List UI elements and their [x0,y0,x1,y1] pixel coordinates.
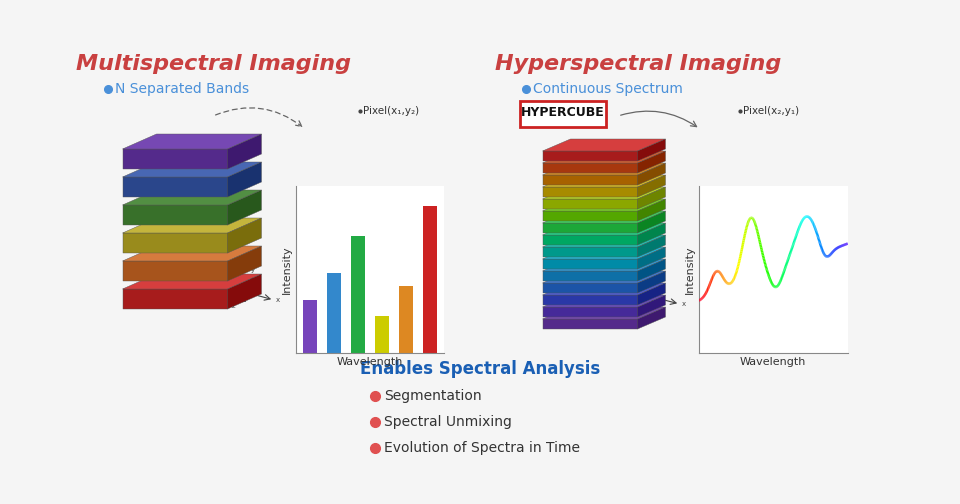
Polygon shape [637,199,665,221]
Polygon shape [637,223,665,245]
Text: y: y [251,267,255,273]
Polygon shape [542,235,637,245]
Polygon shape [542,259,637,269]
Y-axis label: Intensity: Intensity [281,245,292,294]
Polygon shape [123,274,261,289]
Text: Hyperspectral Imaging: Hyperspectral Imaging [494,54,781,74]
Polygon shape [228,246,261,281]
Polygon shape [123,205,228,225]
Text: z: z [232,303,235,309]
Polygon shape [542,259,665,271]
X-axis label: Wavelength: Wavelength [740,357,806,367]
Polygon shape [542,211,665,223]
Polygon shape [542,211,637,221]
Text: Pixel(x₂,y₁): Pixel(x₂,y₁) [743,106,799,116]
Polygon shape [542,247,665,259]
Text: Spectral Unmixing: Spectral Unmixing [384,415,512,429]
Polygon shape [542,295,665,307]
Polygon shape [637,235,665,257]
Polygon shape [123,246,261,261]
Polygon shape [542,235,665,247]
Polygon shape [542,151,637,161]
Polygon shape [123,134,261,149]
Bar [303,299,317,353]
Polygon shape [228,274,261,309]
Polygon shape [637,259,665,281]
Polygon shape [542,163,665,175]
Polygon shape [123,261,228,281]
Polygon shape [228,218,261,253]
Polygon shape [542,163,637,173]
Polygon shape [542,199,637,209]
Y-axis label: Intensity: Intensity [684,245,695,294]
Polygon shape [542,187,637,197]
Polygon shape [542,175,637,185]
Polygon shape [542,283,665,295]
Polygon shape [228,162,261,197]
Polygon shape [542,319,637,329]
Text: Continuous Spectrum: Continuous Spectrum [533,82,683,96]
Polygon shape [228,134,261,169]
Bar [327,273,341,353]
Polygon shape [637,211,665,233]
Polygon shape [123,190,261,205]
Polygon shape [542,271,665,283]
Polygon shape [542,187,665,199]
Text: Enables Spectral Analysis: Enables Spectral Analysis [360,360,600,378]
Polygon shape [542,271,637,281]
Polygon shape [542,283,637,293]
Polygon shape [637,283,665,305]
Text: x: x [276,297,280,303]
Bar [351,236,365,353]
Bar [375,316,389,353]
Polygon shape [637,187,665,209]
Text: N Separated Bands: N Separated Bands [115,82,250,96]
Polygon shape [123,162,261,177]
Polygon shape [637,139,665,161]
Polygon shape [542,223,637,233]
Polygon shape [542,175,665,187]
Polygon shape [542,151,665,163]
Polygon shape [542,247,637,257]
Text: HYPERCUBE: HYPERCUBE [521,106,605,119]
Text: Multispectral Imaging: Multispectral Imaging [76,54,350,74]
Polygon shape [228,190,261,225]
Polygon shape [637,175,665,197]
Polygon shape [637,307,665,329]
Text: y: y [659,274,663,280]
Polygon shape [542,295,637,305]
Polygon shape [123,218,261,233]
Polygon shape [123,289,228,309]
Bar [423,207,437,353]
FancyBboxPatch shape [520,101,606,127]
Bar [399,286,413,353]
Polygon shape [542,199,665,211]
Text: z: z [642,307,646,313]
Polygon shape [542,139,665,151]
Polygon shape [123,233,228,253]
Polygon shape [637,295,665,317]
Text: Evolution of Spectra in Time: Evolution of Spectra in Time [384,441,580,455]
Text: Segmentation: Segmentation [384,389,482,403]
Text: Pixel(x₁,y₂): Pixel(x₁,y₂) [363,106,420,116]
Polygon shape [542,223,665,235]
Polygon shape [637,163,665,185]
Polygon shape [637,247,665,269]
Text: x: x [682,301,686,307]
Polygon shape [123,149,228,169]
Polygon shape [542,307,637,317]
Polygon shape [123,177,228,197]
Polygon shape [637,151,665,173]
Polygon shape [637,271,665,293]
Polygon shape [542,307,665,319]
X-axis label: Wavelength: Wavelength [337,357,403,367]
